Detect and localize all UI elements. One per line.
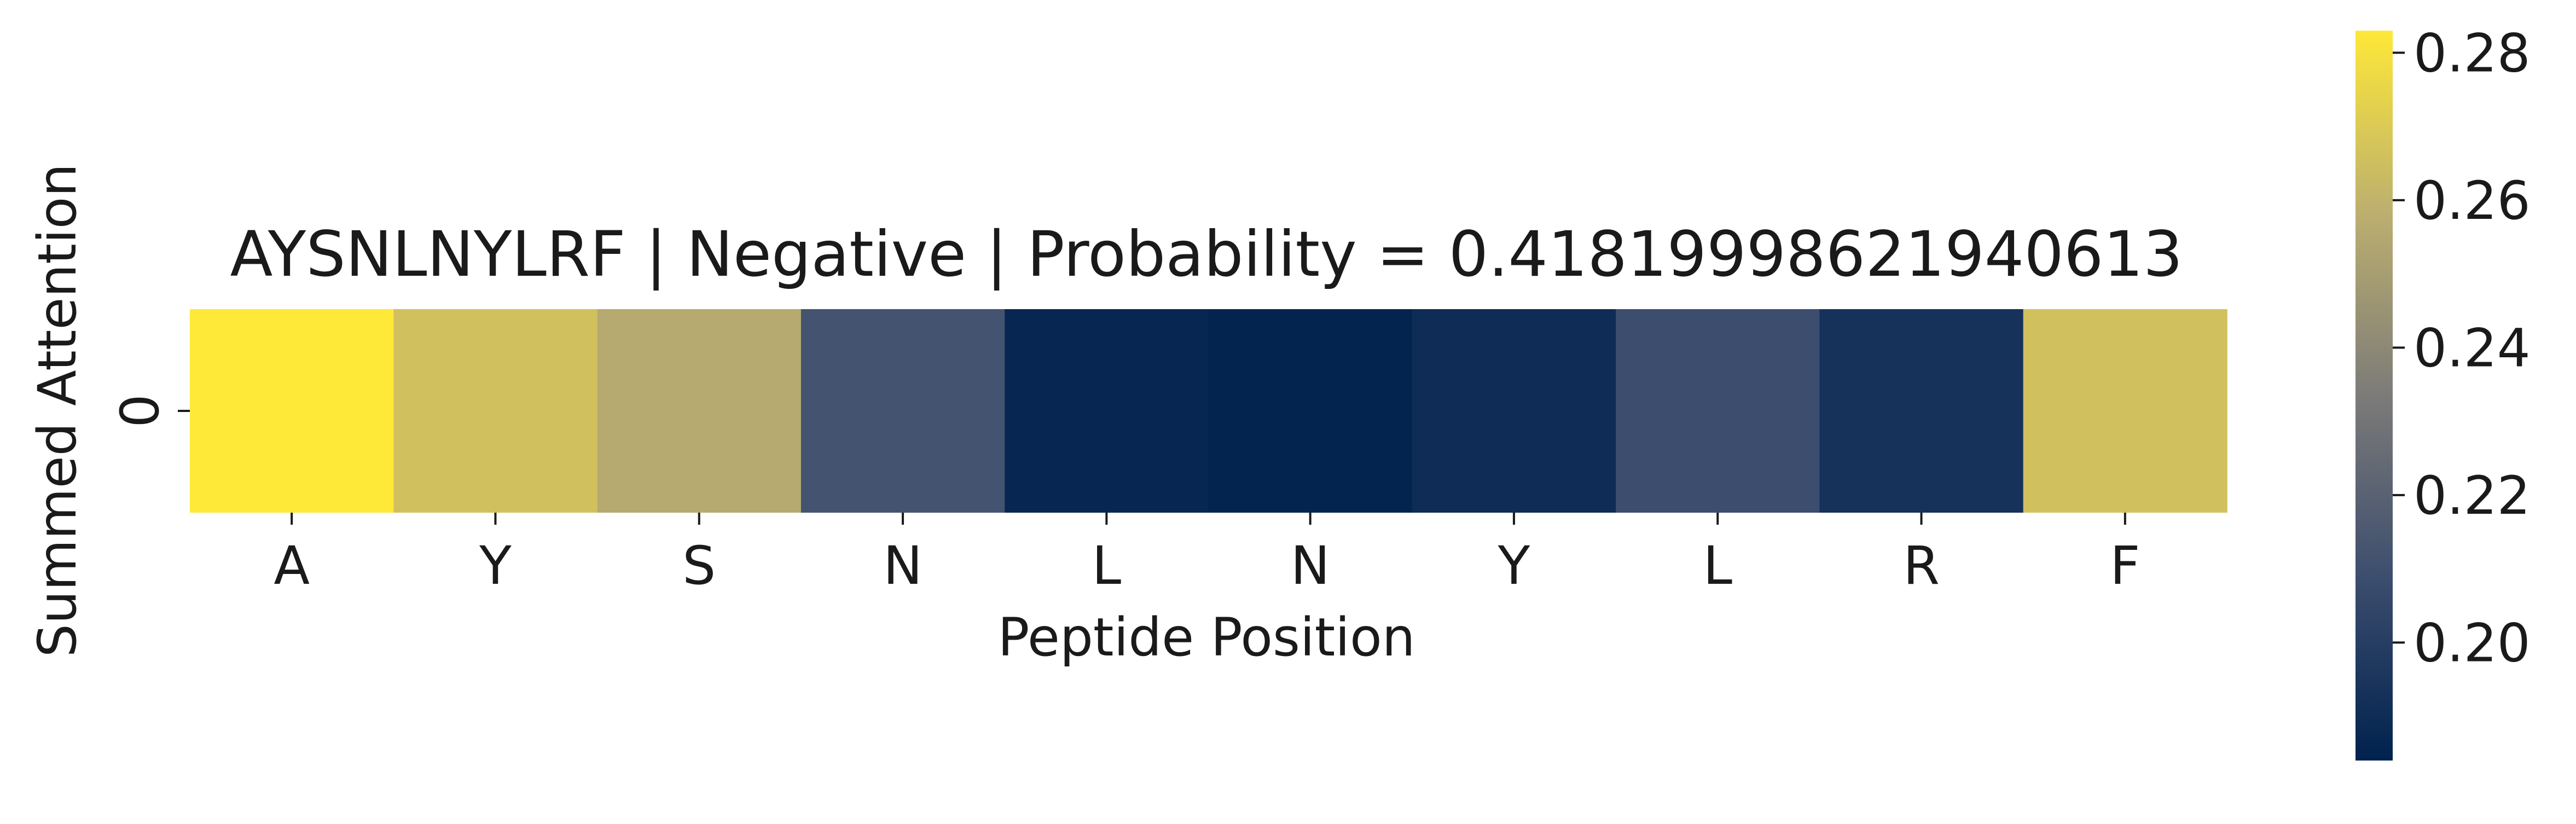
heatmap-cell-0-1 [393,309,598,513]
heatmap-cell-0-2 [597,309,802,513]
heatmap-cell-0-7 [1616,309,1820,513]
x-tick-label-4: L [1092,535,1121,596]
colorbar-ticks: 0.20 0.22 0.24 0.26 0.28 [2393,22,2531,674]
heatmap-cells [190,309,2227,513]
heatmap-cell-0-8 [1819,309,2024,513]
heatmap-cell-0-9 [2023,309,2227,513]
colorbar-tick-label-2: 0.24 [2413,317,2531,379]
heatmap-cell-0-6 [1412,309,1616,513]
y-tick-label-0: 0 [109,394,171,427]
x-tick-label-8: R [1903,535,1940,596]
colorbar [2355,31,2393,761]
colorbar-tick-label-0: 0.20 [2413,612,2531,674]
x-tick-label-3: N [883,535,923,596]
y-axis-ticks: 0 [109,394,190,428]
colorbar-tick-label-1: 0.22 [2413,465,2531,526]
x-tick-label-0: A [274,535,310,596]
x-tick-label-2: S [682,535,716,596]
chart-title: AYSNLNYLRF | Negative | Probability = 0.… [230,218,2183,291]
heatmap-cell-0-3 [800,309,1005,513]
x-tick-label-7: L [1703,535,1732,596]
colorbar-tick-label-4: 0.28 [2413,22,2531,84]
heatmap-cell-0-5 [1208,309,1413,513]
heatmap-cell-0-0 [190,309,394,513]
x-axis-label: Peptide Position [997,607,1415,668]
heatmap-cell-0-4 [1005,309,1209,513]
x-tick-label-6: Y [1498,535,1530,596]
x-tick-label-5: N [1291,535,1330,596]
colorbar-tick-label-3: 0.26 [2413,170,2531,231]
x-tick-label-9: F [2110,535,2140,596]
y-axis-label: Summed Attention [27,164,88,657]
x-tick-label-1: Y [479,535,512,596]
